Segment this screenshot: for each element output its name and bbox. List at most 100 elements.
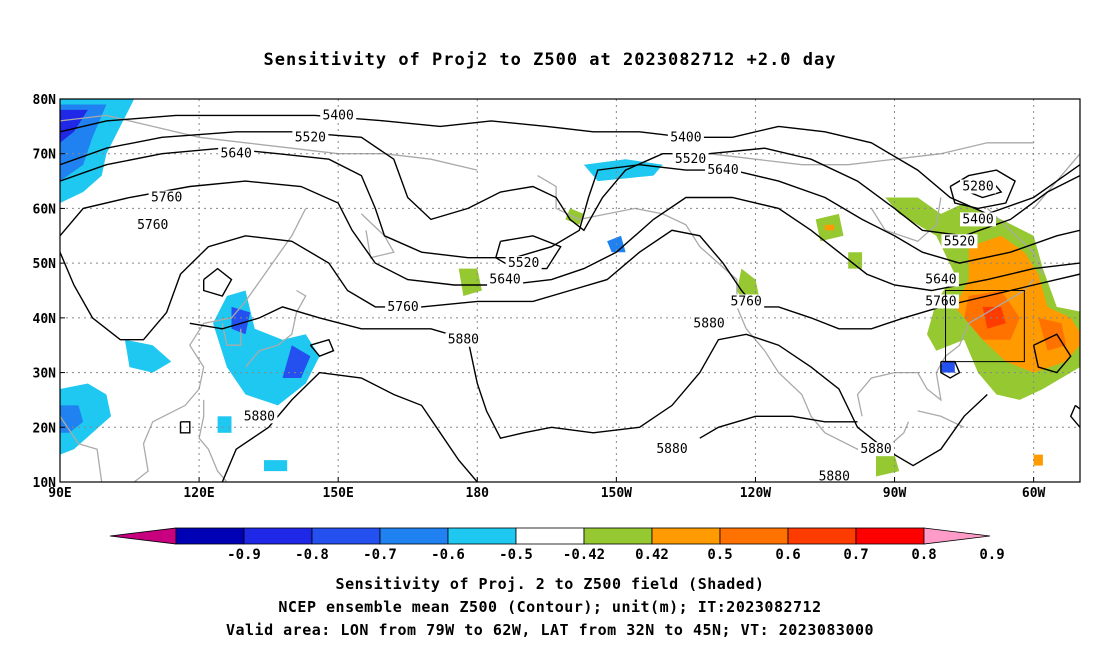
- plot-frame: [59, 98, 1081, 483]
- coast-hudson: [870, 197, 942, 243]
- contour-label: 5880: [860, 442, 891, 457]
- coast-greenland: [1033, 109, 1080, 209]
- contour-label-bg: [672, 152, 709, 167]
- contour-label-bg: [148, 190, 185, 205]
- pos-blob-west-atlantic: [1033, 454, 1043, 466]
- colorbar-box: [243, 527, 313, 545]
- contour-label: 5760: [731, 294, 762, 309]
- contour-label: 5400: [323, 108, 354, 123]
- contour-label: 5640: [925, 273, 956, 288]
- y-tick-label: 50N: [33, 257, 57, 272]
- contour-label-bg: [445, 332, 482, 347]
- colorbar-box: [651, 527, 721, 545]
- x-tick-label: 120W: [740, 486, 771, 501]
- colorbar-box: [311, 527, 381, 545]
- contour-label: 5760: [387, 300, 418, 315]
- coast-siberia: [60, 114, 478, 171]
- contour-south-china: [179, 421, 191, 434]
- contour-label-bg: [816, 469, 853, 484]
- contour-label: 5400: [962, 212, 993, 227]
- coast-asia-east: [133, 208, 307, 482]
- y-tick-label: 10N: [33, 476, 57, 491]
- contour-western-pacific-small: [309, 338, 335, 358]
- contour-label: 5520: [944, 234, 975, 249]
- colorbar-label: -0.8: [295, 547, 329, 563]
- contour-label: 5880: [244, 409, 275, 424]
- caption-valid-area: Valid area: LON from 79W to 62W, LAT fro…: [225, 621, 875, 639]
- x-tick-label: 150E: [323, 486, 354, 501]
- colorbar-over-triangle: [923, 527, 991, 545]
- contour-label: 5520: [508, 256, 539, 271]
- neg-blob-japan-core: [282, 345, 311, 378]
- y-tick-label: 30N: [33, 367, 57, 382]
- pos-blob-caribbean: [876, 454, 900, 477]
- y-tick-label: 80N: [33, 93, 57, 108]
- contour-label-bg: [728, 294, 765, 309]
- colorbar-box: [175, 527, 245, 545]
- contour-label: 5640: [707, 163, 738, 178]
- x-tick-label: 90E: [48, 486, 71, 501]
- colorbar-label: -0.5: [499, 547, 533, 563]
- contour-high-pacific: [494, 235, 562, 270]
- contour-label-bg: [705, 163, 741, 178]
- plot-area: 5400 5520 5640 5760 5760 5400 5520 5640 5280 5400…: [59, 98, 1081, 485]
- pos-blob-atlantic-east: [1038, 317, 1067, 351]
- colorbar-box: [515, 527, 585, 545]
- contour-label: 5880: [656, 442, 687, 457]
- x-tick-label: 180: [466, 486, 490, 501]
- contour-label-bg: [691, 316, 728, 331]
- contour-5400-west: [60, 114, 1080, 215]
- contour-gulf: [699, 415, 858, 439]
- colorbar-box: [719, 527, 789, 545]
- neg-blob-atlantic: [940, 361, 955, 373]
- y-tick-label: 40N: [33, 312, 57, 327]
- contour-label-bg: [960, 212, 996, 227]
- coast-japan: [245, 289, 307, 368]
- coast-canada-arctic: [709, 142, 1034, 166]
- x-axis: 90E 120E 150E 180 150W 120W 90W 60W: [48, 477, 1046, 501]
- neg-blob-pacific-south: [264, 460, 288, 472]
- contour-label-bg: [320, 108, 357, 123]
- contour-5760-south: [60, 229, 1080, 341]
- colorbar-label: 0.9: [979, 547, 1004, 563]
- x-tick-label: 90W: [883, 486, 907, 501]
- coast-cuba: [917, 410, 965, 428]
- colorbar-box: [787, 527, 857, 545]
- contour-low-arctic: [949, 169, 1016, 210]
- colorbar-label: -0.42: [563, 547, 605, 563]
- y-axis: 10N 20N 30N 40N 50N 60N 70N 80N: [33, 93, 65, 491]
- contour-label-bg: [858, 442, 894, 457]
- colorbar-box: [447, 527, 517, 545]
- colorbar-label: -0.6: [431, 547, 465, 563]
- contour-label-bg: [385, 299, 422, 314]
- contour-label-bg: [667, 130, 704, 145]
- contour-label-bg: [922, 294, 959, 309]
- colorbar-label: 0.7: [843, 547, 868, 563]
- contour-label: 5760: [151, 190, 182, 205]
- z500-contours: [60, 114, 1080, 482]
- caption-shaded: Sensitivity of Proj. 2 to Z500 field (Sh…: [335, 575, 765, 593]
- contour-5640: [60, 147, 1080, 264]
- contour-label: 5640: [489, 273, 520, 288]
- contour-label-bg: [487, 272, 524, 287]
- contour-atlantic-east: [1069, 404, 1080, 429]
- coast-korea: [221, 323, 242, 346]
- contour-label-bg: [654, 442, 690, 457]
- colorbar-label: 0.6: [775, 547, 800, 563]
- x-tick-label: 150W: [601, 486, 632, 501]
- coast-kamchatka: [360, 213, 395, 259]
- caption-contour: NCEP ensemble mean Z500 (Contour); unit(…: [278, 598, 822, 616]
- coast-mexico: [764, 350, 910, 450]
- contour-label: 5880: [819, 470, 850, 485]
- contour-label: 5400: [670, 130, 701, 145]
- contour-label-bg: [134, 217, 171, 232]
- colorbar-box: [583, 527, 653, 545]
- contour-label: 5520: [295, 130, 326, 145]
- contour-label: 5280: [962, 180, 993, 195]
- neg-blob-south-asia: [60, 383, 111, 455]
- contour-label: 5880: [448, 333, 479, 348]
- coast-taiwan-philippines: [198, 399, 228, 482]
- pos-blob-canada-central: [848, 252, 863, 269]
- contour-label-bg: [218, 146, 255, 161]
- colorbar-box: [855, 527, 925, 545]
